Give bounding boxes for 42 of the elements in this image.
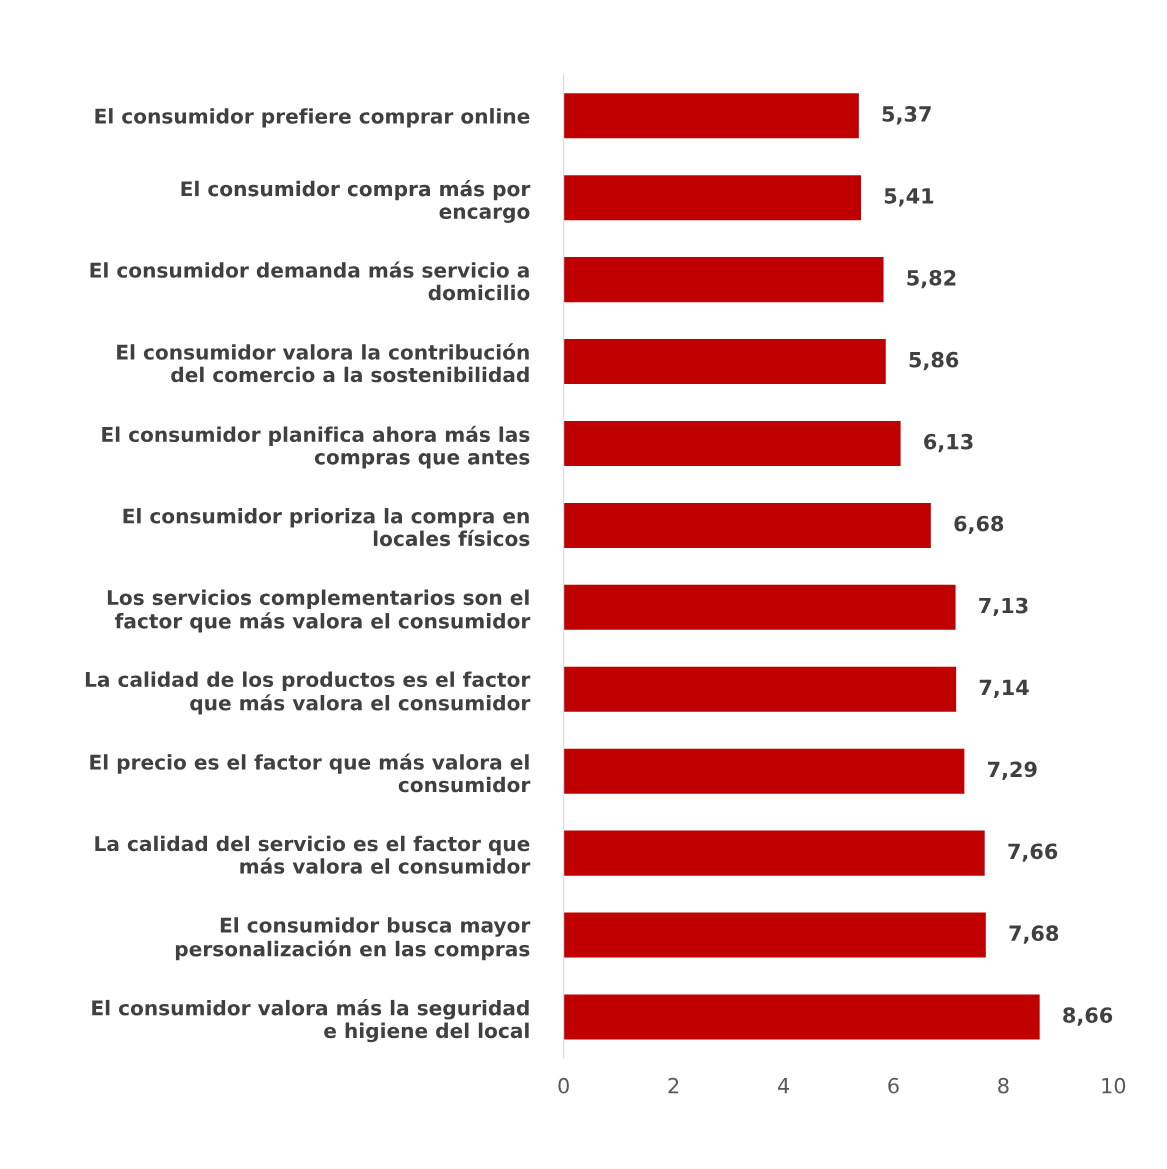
bar <box>563 257 884 303</box>
data-label: 5,82 <box>907 269 956 289</box>
y-tick-label: El consumidor demanda más servicio a domicilio <box>90 261 530 301</box>
y-tick-label: La calidad del servicio es el factor que más valora el consumidor <box>95 835 531 874</box>
bar <box>563 339 886 385</box>
data-label: 7,14 <box>979 679 1029 698</box>
data-label: 5,86 <box>909 351 959 371</box>
bar <box>563 666 957 712</box>
data-label: 5,37 <box>882 106 931 125</box>
y-tick-label: El consumidor prioriza la compra en locales físicos <box>123 508 530 547</box>
y-tick-label: La calidad de los productos es el factor que más valora el consumidor <box>85 671 531 715</box>
bar <box>563 994 1040 1040</box>
x-tick-label: 10 <box>1102 1077 1126 1094</box>
bar <box>563 502 931 548</box>
data-label: 7,68 <box>1009 925 1059 944</box>
data-label: 7,29 <box>987 761 1037 780</box>
x-tick-label: 6 <box>888 1077 899 1094</box>
x-tick-label: 2 <box>668 1077 679 1094</box>
data-label: 6,68 <box>954 515 1004 535</box>
data-label: 7,66 <box>1008 843 1058 862</box>
data-label: 6,13 <box>924 433 973 453</box>
bar <box>563 748 965 794</box>
x-tick-label: 8 <box>998 1077 1009 1094</box>
bar <box>563 830 985 876</box>
bar <box>563 420 901 467</box>
bar <box>563 912 986 958</box>
y-tick-label: El consumidor prefiere comprar online <box>95 108 530 128</box>
x-tick-label: 4 <box>777 1078 789 1094</box>
y-tick-label: El consumidor valora la contribución del comercio a la sostenibilidad <box>117 343 529 383</box>
y-tick-label: El precio es el factor que más valora el consumidor <box>90 753 531 793</box>
bar <box>563 93 859 139</box>
y-tick-label: El consumidor planifica ahora más las compras que antes <box>102 425 530 469</box>
y-tick-label: El consumidor compra más por encargo <box>181 179 531 223</box>
data-label: 8,66 <box>1063 1007 1113 1026</box>
y-tick-label: Los servicios complementarios son el factor que más valora el consumidor <box>107 589 531 633</box>
bar <box>563 584 956 630</box>
data-label: 5,41 <box>884 188 934 207</box>
x-tick-label: 0 <box>558 1077 569 1094</box>
bar <box>563 175 862 221</box>
data-label: 7,13 <box>979 597 1028 617</box>
y-tick-label: El consumidor valora más la seguridad e higiene del local <box>92 999 529 1043</box>
y-tick-label: El consumidor busca mayor personalización en las compras <box>175 917 531 961</box>
